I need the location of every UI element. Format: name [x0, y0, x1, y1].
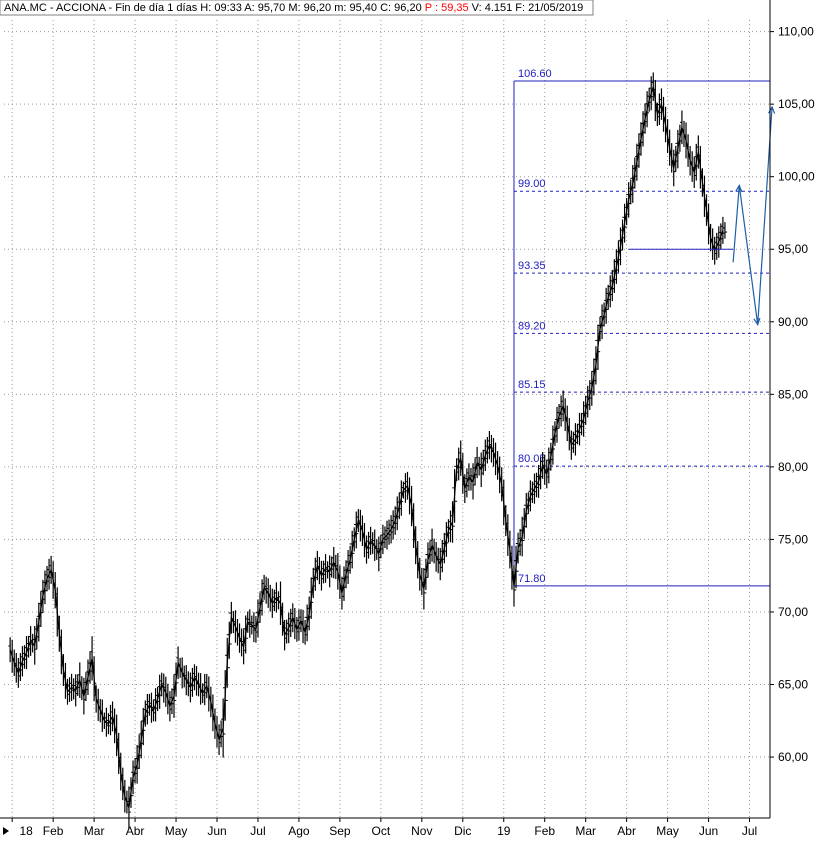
fib-level-label: 93.35: [518, 260, 546, 272]
header-text: ANA.MC - ACCIONA - Fin de día 1 días H: …: [4, 2, 583, 14]
header-frame: [0, 0, 594, 16]
x-tick-label: Feb: [43, 824, 64, 838]
header-field-value: 96,20: [394, 2, 422, 14]
x-tick-label: Jun: [207, 824, 226, 838]
x-tick-label: Abr: [617, 824, 636, 838]
x-tick-label: Jun: [699, 824, 718, 838]
play-arrow-icon[interactable]: [3, 827, 9, 835]
projection-segment: [732, 185, 740, 263]
header-interval: Fin de día 1 días: [115, 2, 197, 14]
scroll-arrow[interactable]: [3, 827, 9, 835]
y-tick-label: 60,00: [778, 750, 808, 764]
y-tick-label: 70,00: [778, 605, 808, 619]
y-axis: 60,00 65,00 70,00 75,00 80,00 85,00 90,00 95,00…: [769, 0, 815, 818]
x-tick-label: Mar: [575, 824, 596, 838]
header-field-label: V:: [469, 2, 485, 14]
header-field-value: 09:33: [214, 2, 242, 14]
header-field-value: 95,40: [350, 2, 378, 14]
y-tick-label: 110,00: [778, 25, 814, 39]
price-series: [8, 72, 728, 830]
x-tick-label: Sep: [329, 824, 351, 838]
header-field-label: M:: [285, 2, 303, 14]
x-tick-label: Feb: [534, 824, 555, 838]
header-field-value: 21/05/2019: [528, 2, 583, 14]
header-field-value: 96,20: [304, 2, 332, 14]
y-tick-label: 65,00: [778, 678, 808, 692]
x-tick-label: Abr: [126, 824, 145, 838]
fib-level-label: 89.20: [518, 320, 546, 332]
header-field-value: 95,70: [258, 2, 286, 14]
header-field-label: A:: [242, 2, 258, 14]
fibonacci-levels: 106.60 99.00 93.35 89.20 85.15 80.05 71.80: [513, 68, 770, 587]
x-axis: 18 Feb Mar Abr May Jun Jul Ago Sep Oct Nov Dic 19 Feb…: [0, 817, 770, 838]
x-tick-label: Nov: [411, 824, 432, 838]
fib-level-label: 85.15: [518, 379, 546, 391]
fib-level-label: 99.00: [518, 178, 546, 190]
y-tick-label: 90,00: [778, 315, 808, 329]
fib-level-label: 80.05: [518, 453, 546, 465]
fib-level-label: 106.60: [518, 68, 552, 80]
header-p-label: P :: [425, 2, 441, 14]
y-tick-label: 80,00: [778, 460, 808, 474]
x-tick-label: Jul: [742, 824, 757, 838]
y-tick-label: 100,00: [778, 170, 815, 184]
y-tick-label: 75,00: [778, 532, 808, 546]
x-tick-label: May: [165, 824, 188, 838]
x-tick-label: Dic: [454, 824, 471, 838]
grid: [4, 20, 770, 818]
header-ticker: ANA.MC - ACCIONA: [4, 2, 107, 14]
header-field-label: m:: [331, 2, 349, 14]
y-tick-label: 85,00: [778, 387, 808, 401]
x-tick-label: May: [656, 824, 679, 838]
x-tick-label: Ago: [288, 824, 310, 838]
header-p-value: 59,35: [441, 2, 469, 14]
x-tick-label: Mar: [84, 824, 105, 838]
fib-level-label: 71.80: [518, 573, 546, 585]
y-tick-label: 95,00: [778, 242, 808, 256]
header: ANA.MC - ACCIONA - Fin de día 1 días H: …: [0, 0, 594, 16]
x-tick-label: Jul: [250, 824, 265, 838]
header-field-value: 4.151: [485, 2, 513, 14]
y-tick-label: 105,00: [778, 97, 815, 111]
price-line: [9, 86, 724, 808]
x-tick-label: Oct: [372, 824, 391, 838]
projection-segment: [738, 185, 759, 325]
header-field-label: C:: [377, 2, 394, 14]
header-field-label: F:: [512, 2, 528, 14]
header-field-label: H:: [197, 2, 214, 14]
x-tick-label: 18: [20, 824, 34, 838]
x-tick-label: 19: [497, 824, 511, 838]
header-sep: -: [105, 2, 115, 14]
